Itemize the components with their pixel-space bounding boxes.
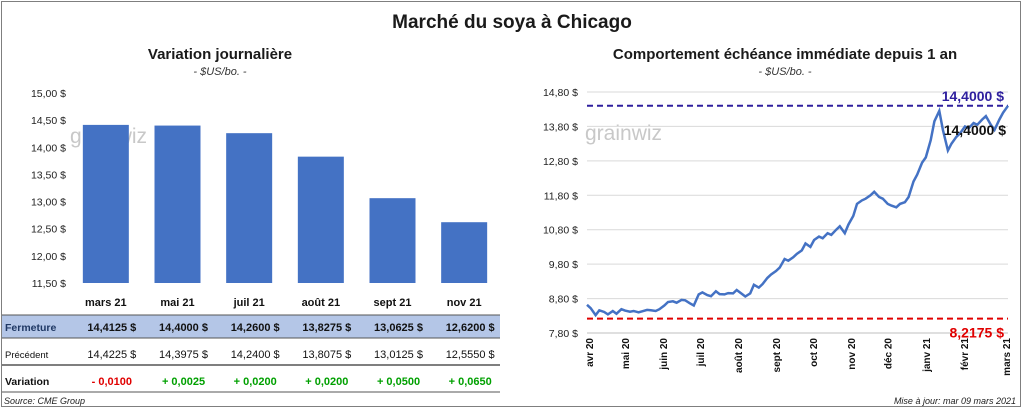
table-cell: + 0,0200 [305,376,348,388]
x-category-label: sept 21 [374,297,412,309]
right-x-tick-label: nov 20 [847,338,858,370]
right-x-tick-label: déc 20 [884,338,895,370]
right-y-tick-label: 8,80 $ [549,294,578,306]
table-cell: 14,2400 $ [231,349,280,361]
table-cell: + 0,0200 [234,376,277,388]
table-cell: + 0,0650 [449,376,492,388]
min-price-label: 8,2175 $ [950,325,1005,341]
bar-2 [154,125,201,283]
table-cell: 14,3975 $ [159,349,208,361]
left-y-tick-label: 13,50 $ [31,169,66,181]
right-x-tick-label: sept 20 [772,338,783,373]
table-row-label: Variation [5,376,49,388]
bar-3 [226,133,273,283]
x-category-label: mai 21 [160,297,194,309]
last-price-label: 14,4000 $ [944,122,1006,138]
bar-4 [297,156,344,283]
left-y-tick-label: 14,00 $ [31,142,66,154]
right-y-tick-label: 7,80 $ [549,328,578,340]
right-chart-unit: - $US/bo. - [758,66,812,78]
right-watermark: grainwiz [585,122,662,145]
right-x-tick-label: avr 20 [585,338,596,367]
table-cell: 14,4000 $ [159,322,208,334]
left-y-tick-label: 13,00 $ [31,197,66,209]
update-note: Mise à jour: mar 09 mars 2021 [893,396,1016,406]
right-x-tick-label: mai 20 [621,338,632,370]
table-cell: + 0,0500 [377,376,420,388]
left-y-tick-label: 15,00 $ [31,88,66,100]
table-cell: 13,0125 $ [374,349,423,361]
left-y-tick-label: 12,00 $ [31,251,66,263]
x-category-label: mars 21 [85,297,127,309]
price-table: Fermeture 14,4125 $ 14,4000 $ 14,2600 $ 13,8… [2,314,500,393]
source-note: Source: CME Group [4,396,86,406]
right-x-tick-label: oct 20 [809,338,820,367]
table-row-label: Fermeture [5,322,57,334]
right-y-tick-label: 9,80 $ [549,259,578,271]
right-x-tick-label: juil 20 [696,338,707,368]
x-category-label: août 21 [302,297,341,309]
table-cell: 14,2600 $ [231,322,280,334]
table-cell: 12,6200 $ [446,322,495,334]
x-category-label: juil 21 [233,297,265,309]
table-cell: 12,5550 $ [446,349,495,361]
table-cell: 13,0625 $ [374,322,423,334]
left-y-tick-label: 11,50 $ [32,278,66,290]
left-y-tick-label: 12,50 $ [31,224,66,236]
left-chart-title: Variation journalière [147,46,293,63]
left-y-tick-label: 14,50 $ [31,115,66,127]
table-cell: 13,8075 $ [302,349,351,361]
right-y-tick-label: 10,80 $ [543,225,578,237]
right-y-tick-label: 12,80 $ [543,156,578,168]
right-chart-title: Comportement échéance immédiate depuis 1… [612,46,958,63]
table-cell: 14,4225 $ [87,349,136,361]
right-x-tick-label: août 20 [734,338,745,373]
table-cell: 14,4125 $ [87,322,136,334]
bar-6 [441,222,488,283]
table-row-highlight [2,315,500,338]
right-y-tick-label: 14,80 $ [543,87,578,99]
bar-5 [369,198,416,283]
x-category-label: nov 21 [447,297,482,309]
table-cell: - 0,0100 [92,376,132,388]
right-x-tick-label: juin 20 [659,338,670,371]
max-price-label: 14,4000 $ [942,88,1004,104]
page-title: Marché du soya à Chicago [392,12,632,33]
right-x-tick-label: janv 21 [922,338,933,373]
left-bar-chart: grainwiz 11,50 $12,00 $12,50 $13,00 $13,… [31,88,488,309]
right-y-tick-label: 11,80 $ [544,190,578,202]
table-cell: 13,8275 $ [302,322,351,334]
bar-1 [82,124,129,284]
table-cell: + 0,0025 [162,376,205,388]
right-x-tick-label: févr 21 [960,338,971,371]
table-row-label: Précédent [5,350,49,361]
price-series-line [586,105,1010,318]
left-chart-unit: - $US/bo. - [193,66,247,78]
right-x-tick-label: mars 21 [1002,338,1013,376]
right-y-tick-label: 13,80 $ [543,121,578,133]
